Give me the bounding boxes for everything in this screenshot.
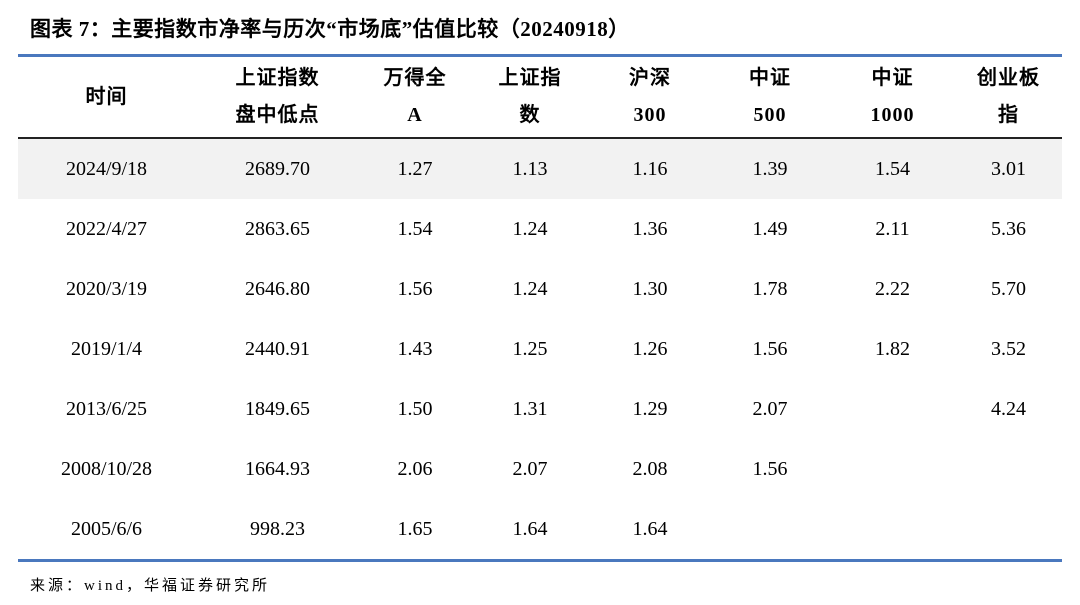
cell-value: 1.56 <box>397 277 433 300</box>
table-row: 2020/3/19 2646.80 1.56 1.24 1.30 1.78 2.… <box>18 259 1062 319</box>
cell-date: 2013/6/25 <box>65 397 148 420</box>
bottom-divider-line <box>18 559 1062 562</box>
cell-value: 1849.65 <box>245 397 310 420</box>
top-divider-line <box>18 54 1062 57</box>
cell-value: 3.01 <box>991 157 1026 180</box>
table-row: 2019/1/4 2440.91 1.43 1.25 1.26 1.56 1.8… <box>18 319 1062 379</box>
cell-date: 2019/1/4 <box>70 337 143 360</box>
cell-value: 998.23 <box>250 517 305 540</box>
cell-value: 1.13 <box>512 157 548 180</box>
cell-value: 1.24 <box>512 277 548 300</box>
cell-date: 2024/9/18 <box>65 157 148 180</box>
header-label: 上证指数 <box>235 67 320 89</box>
table-row: 2024/9/18 2689.70 1.27 1.13 1.16 1.39 1.… <box>18 138 1062 199</box>
cell-value: 1.25 <box>512 337 548 360</box>
column-header-csi1000: 中证 1000 <box>830 57 955 138</box>
header-label: 中证 <box>871 67 914 89</box>
table-row: 2022/4/27 2863.65 1.54 1.24 1.36 1.49 2.… <box>18 199 1062 259</box>
cell-value: 1.64 <box>632 517 668 540</box>
header-label: 中证 <box>749 67 791 89</box>
cell-date: 2022/4/27 <box>65 217 148 240</box>
header-label: 时间 <box>85 85 128 108</box>
table-header-row: 时间 上证指数 盘中低点 万得全 A 上证指 数 沪深 300 <box>18 57 1062 138</box>
header-label: 上证指 <box>498 67 562 89</box>
cell-value: 1.43 <box>397 337 433 360</box>
header-label: 指 <box>998 104 1019 126</box>
cell-value: 1.26 <box>632 337 668 360</box>
cell-date: 2008/10/28 <box>60 457 153 480</box>
pb-valuation-table: 时间 上证指数 盘中低点 万得全 A 上证指 数 沪深 300 <box>18 57 1062 559</box>
cell-value: 2.11 <box>875 217 910 240</box>
cell-value: 1.78 <box>752 277 788 300</box>
cell-value: 1.16 <box>632 157 668 180</box>
cell-value: 1.27 <box>397 157 433 180</box>
cell-value <box>830 379 955 439</box>
header-label: 盘中低点 <box>235 104 320 126</box>
table-row: 2008/10/28 1664.93 2.06 2.07 2.08 1.56 <box>18 439 1062 499</box>
cell-value: 1.36 <box>632 217 668 240</box>
cell-value: 1.54 <box>875 157 910 180</box>
cell-value: 1.65 <box>397 517 433 540</box>
cell-value: 2.07 <box>752 397 788 420</box>
cell-value: 5.70 <box>991 277 1026 300</box>
cell-value: 2863.65 <box>245 217 310 240</box>
cell-value <box>955 499 1062 559</box>
cell-value <box>830 439 955 499</box>
cell-value: 2.08 <box>632 457 668 480</box>
header-label: 沪深 <box>629 67 671 89</box>
cell-value: 1.54 <box>397 217 433 240</box>
figure-title: 图表 7：主要指数市净率与历次“市场底”估值比较（20240918） <box>30 17 630 41</box>
header-label: 1000 <box>870 104 915 126</box>
cell-value: 1.49 <box>752 217 788 240</box>
source-note: 来源：wind，华福证券研究所 <box>30 578 271 594</box>
cell-value: 2.07 <box>512 457 548 480</box>
cell-value: 3.52 <box>991 337 1026 360</box>
cell-value: 1.31 <box>512 397 548 420</box>
cell-value <box>955 439 1062 499</box>
cell-value: 4.24 <box>991 397 1026 420</box>
column-header-csi300: 沪深 300 <box>590 57 710 138</box>
header-label: 数 <box>519 104 541 126</box>
header-label: A <box>407 104 423 126</box>
header-label: 万得全 <box>383 67 447 89</box>
cell-value: 1.39 <box>752 157 788 180</box>
column-header-chinext: 创业板 指 <box>955 57 1062 138</box>
column-header-csi500: 中证 500 <box>710 57 830 138</box>
cell-value: 1.56 <box>752 457 788 480</box>
cell-value: 2.22 <box>875 277 910 300</box>
column-header-time: 时间 <box>18 57 195 138</box>
cell-value: 2440.91 <box>245 337 310 360</box>
cell-value: 1.82 <box>875 337 910 360</box>
cell-value: 1.64 <box>512 517 548 540</box>
cell-value: 5.36 <box>991 217 1026 240</box>
cell-value: 1.24 <box>512 217 548 240</box>
table-row: 2013/6/25 1849.65 1.50 1.31 1.29 2.07 4.… <box>18 379 1062 439</box>
cell-value: 1.29 <box>632 397 668 420</box>
column-header-sse-intraday-low: 上证指数 盘中低点 <box>195 57 360 138</box>
header-label: 创业板 <box>977 67 1040 89</box>
cell-value <box>710 499 830 559</box>
column-header-sse-index: 上证指 数 <box>470 57 590 138</box>
column-header-wind-all-a: 万得全 A <box>360 57 470 138</box>
header-label: 500 <box>753 104 787 126</box>
cell-value: 2689.70 <box>245 157 310 180</box>
cell-value: 1.56 <box>752 337 788 360</box>
cell-value <box>830 499 955 559</box>
cell-value: 2646.80 <box>245 277 310 300</box>
table-row: 2005/6/6 998.23 1.65 1.64 1.64 <box>18 499 1062 559</box>
cell-value: 2.06 <box>397 457 433 480</box>
cell-value: 1.30 <box>632 277 668 300</box>
cell-value: 1.50 <box>397 397 433 420</box>
cell-value: 1664.93 <box>245 457 310 480</box>
cell-date: 2020/3/19 <box>65 277 148 300</box>
header-label: 300 <box>633 104 667 126</box>
cell-date: 2005/6/6 <box>70 517 143 540</box>
